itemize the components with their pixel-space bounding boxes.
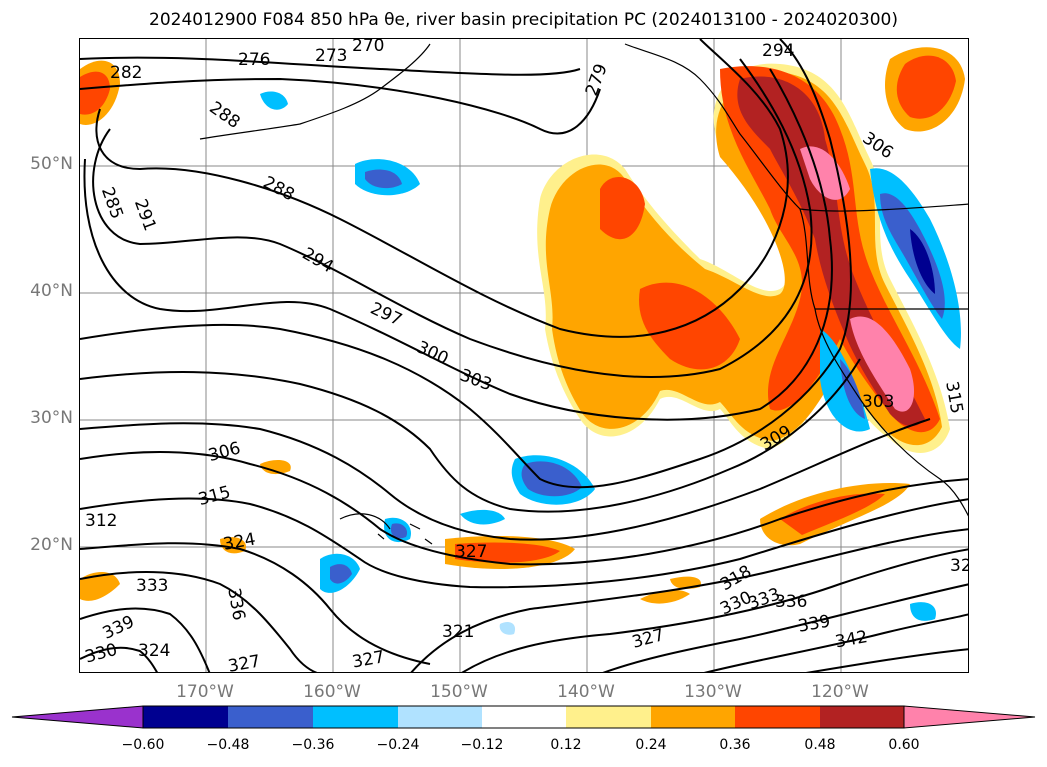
contour-label-327-s2: 327 [351,647,386,672]
contour-label-303-ne: 303 [862,392,894,412]
colorbar-segment [820,706,904,728]
contour-label-339-se: 339 [797,611,832,636]
colorbar-tick: 0.24 [635,737,667,753]
lat-label-20n: 20°N [30,535,73,555]
lon-label-150w: 150°W [430,682,488,702]
contour-label-270: 270 [352,39,384,56]
contour-label-327-s: 327 [227,651,262,673]
lat-label-30n: 30°N [30,408,73,428]
lon-label-140w: 140°W [557,682,615,702]
contour-label-333: 333 [136,576,168,596]
contour-label-32-edge: 32 [950,556,969,576]
colorbar-tick: −0.36 [291,737,335,753]
colorbar-segment [398,706,482,728]
colorbar-segment [735,706,820,728]
contour-label-342: 342 [834,627,869,652]
colorbar-tick: −0.12 [460,737,504,753]
colorbar [11,705,1036,729]
colorbar-segment [566,706,651,728]
lon-label-170w: 170°W [176,682,234,702]
contour-label-327-band: 327 [455,542,487,562]
contour-label-324: 324 [222,529,257,554]
contour-label-288-short: 288 [205,98,243,133]
contour-label-273: 273 [315,46,347,66]
contour-label-288: 288 [260,173,298,206]
contour-label-336-se: 336 [775,592,807,612]
colorbar-segment [228,706,313,728]
colorbar-segment [482,706,566,728]
map-canvas: 282 276 273 270 279 294 288 285 291 288 … [80,39,969,673]
colorbar-tick: 0.60 [888,737,920,753]
lon-label-160w: 160°W [303,682,361,702]
colorbar-segment [313,706,398,728]
contour-label-312: 312 [85,511,117,531]
contour-label-339: 339 [100,612,138,644]
lat-label-40n: 40°N [30,281,73,301]
lon-label-130w: 130°W [684,682,742,702]
colorbar-segment-high [903,705,1036,729]
contour-label-336: 336 [223,587,248,622]
theta-e-contours [80,39,968,672]
colorbar-tick: 0.48 [804,737,836,753]
lat-label-50n: 50°N [30,154,73,174]
contour-label-315: 315 [196,482,233,510]
colorbar-tick: −0.24 [376,737,420,753]
colorbar-tick: 0.36 [719,737,751,753]
contour-label-306: 306 [206,438,243,466]
contour-label-276: 276 [238,50,270,70]
contour-label-321: 321 [442,622,474,642]
contour-label-330: 330 [83,640,120,668]
colorbar-tick: −0.60 [121,737,165,753]
contour-label-294-top: 294 [762,41,794,61]
map-panel[interactable]: 282 276 273 270 279 294 288 285 291 288 … [79,38,969,673]
colorbar-tick: 0.12 [550,737,582,753]
contour-label-327-se: 327 [630,625,667,653]
contour-label-282: 282 [110,63,142,83]
contour-label-279: 279 [582,61,612,98]
chart-title: 2024012900 F084 850 hPa θe, river basin … [149,10,898,30]
contour-label-297: 297 [367,299,405,331]
positive-pc-shading [80,47,965,604]
contour-label-324-sw: 324 [138,641,170,661]
colorbar-segment [651,706,735,728]
contour-label-303: 303 [457,365,494,395]
contour-label-294: 294 [299,244,337,278]
colorbar-segment-low [11,705,144,729]
contour-label-318: 318 [717,562,755,596]
colorbar-tick: −0.48 [206,737,250,753]
colorbar-segment [143,706,228,728]
lon-label-120w: 120°W [811,682,869,702]
contour-label-291: 291 [130,196,160,233]
